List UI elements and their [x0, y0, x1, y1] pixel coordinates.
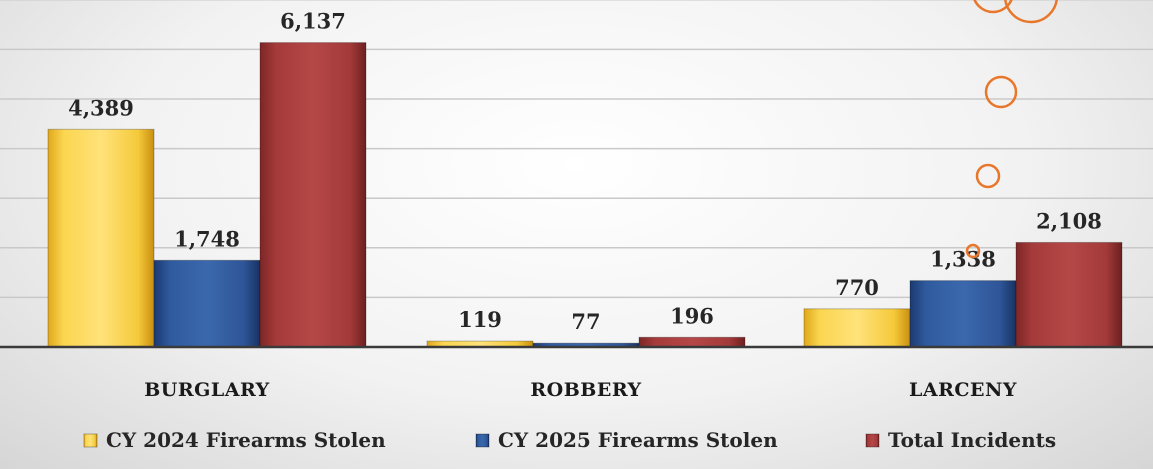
legend-swatch [83, 433, 98, 448]
bubble-decoration [965, 0, 1058, 259]
bar-burglary-series-2 [153, 259, 261, 348]
data-label: 1,748 [174, 226, 240, 251]
legend-swatch [865, 433, 880, 448]
data-label: 1,338 [930, 247, 996, 272]
decorative-bubble [1004, 0, 1058, 24]
legend-label: CY 2025 Firearms Stolen [498, 428, 778, 452]
category-labels: BURGLARY ROBBERY LARCENY [144, 379, 1017, 401]
bars [47, 42, 1123, 348]
bar-robbery-series-3 [638, 336, 746, 348]
decorative-bubble [984, 75, 1018, 109]
data-label: 770 [835, 275, 879, 300]
decorative-bubble [975, 163, 1001, 189]
decorative-bubble [965, 243, 981, 259]
data-labels: 4,389 1,748 6,137 119 77 196 770 1,338 2,108 [68, 9, 1102, 335]
data-label: 77 [571, 309, 600, 334]
legend: CY 2024 Firearms Stolen CY 2025 Firearms … [83, 428, 1056, 452]
bar-larceny-series-3 [1015, 241, 1123, 348]
category-label: LARCENY [909, 379, 1017, 401]
data-label: 6,137 [280, 9, 346, 34]
legend-label: CY 2024 Firearms Stolen [106, 428, 386, 452]
data-label: 196 [670, 303, 714, 328]
category-label: BURGLARY [144, 379, 270, 401]
legend-label: Total Incidents [888, 428, 1056, 452]
data-label: 4,389 [68, 95, 134, 120]
category-label: ROBBERY [530, 379, 641, 401]
bar-larceny-series-1 [803, 308, 911, 348]
bar-larceny-series-2 [909, 280, 1017, 348]
decorative-bubble [973, 0, 1013, 14]
legend-swatch [475, 433, 490, 448]
data-label: 119 [458, 307, 502, 332]
data-label: 2,108 [1036, 208, 1102, 233]
bar-burglary-series-1 [47, 128, 155, 348]
bar-burglary-series-3 [259, 42, 367, 348]
